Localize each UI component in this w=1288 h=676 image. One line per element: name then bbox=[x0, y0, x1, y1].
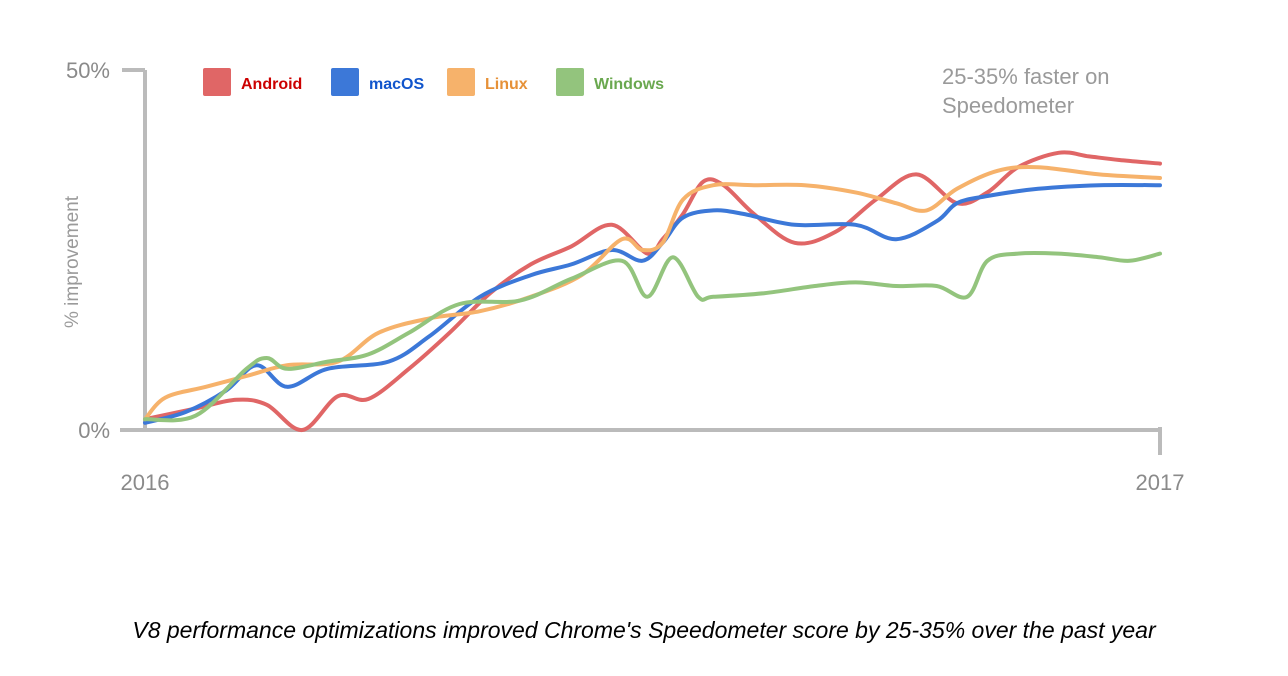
line-chart: 0% 50% % improvement 2016 2017 Android macO… bbox=[62, 58, 1185, 495]
legend-label: Windows bbox=[594, 76, 664, 93]
x-tick-label: 2016 bbox=[121, 470, 170, 495]
legend-swatch bbox=[331, 68, 359, 96]
series-line-linux bbox=[143, 165, 1162, 422]
series-line-windows bbox=[143, 250, 1162, 423]
y-tick-label: 0% bbox=[78, 418, 110, 443]
legend: Android macOS Linux Windows bbox=[203, 68, 664, 96]
legend-swatch bbox=[203, 68, 231, 96]
legend-swatch bbox=[447, 68, 475, 96]
caption: V8 performance optimizations improved Ch… bbox=[132, 617, 1156, 643]
legend-swatch bbox=[556, 68, 584, 96]
y-axis-label: % improvement bbox=[62, 195, 83, 328]
legend-label: Android bbox=[241, 76, 302, 93]
x-tick-label: 2017 bbox=[1136, 470, 1185, 495]
legend-label: Linux bbox=[485, 76, 528, 93]
y-tick-label: 50% bbox=[66, 58, 110, 83]
annotation: 25-35% faster on Speedometer bbox=[942, 64, 1110, 118]
legend-label: macOS bbox=[369, 76, 424, 93]
series-line-macos bbox=[143, 182, 1162, 425]
